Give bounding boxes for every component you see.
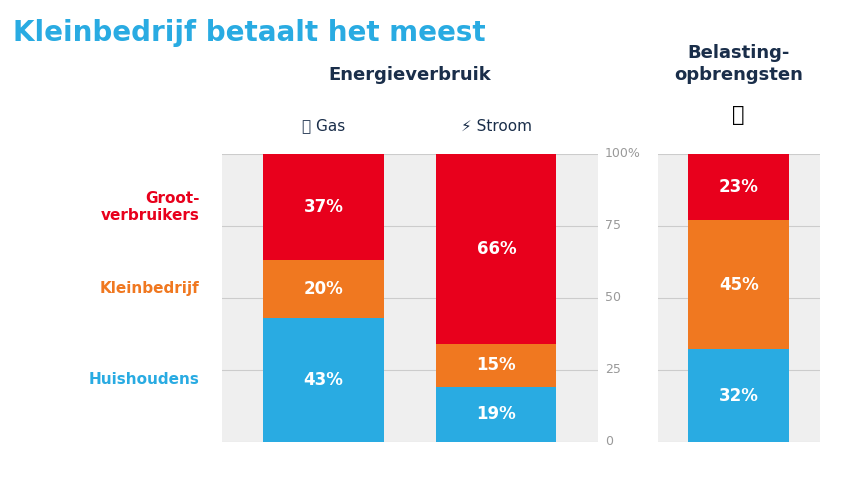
Bar [688, 154, 788, 220]
Bar [263, 318, 383, 442]
Bar [436, 387, 556, 442]
Bar [263, 260, 383, 318]
Text: 19%: 19% [476, 405, 515, 423]
Bar [688, 220, 788, 349]
Text: 0: 0 [604, 435, 612, 448]
Text: Groot-
verbruikers: Groot- verbruikers [101, 191, 200, 223]
Text: 75: 75 [604, 219, 620, 232]
Text: Energieverbruik: Energieverbruik [328, 67, 490, 84]
Text: 50: 50 [604, 291, 620, 304]
Text: 🪙: 🪙 [732, 105, 744, 125]
Bar [436, 154, 556, 344]
Text: 45%: 45% [718, 276, 757, 294]
Text: 20%: 20% [304, 280, 343, 298]
Text: 100%: 100% [604, 147, 640, 160]
Text: 37%: 37% [303, 198, 343, 216]
Text: 🔥 Gas: 🔥 Gas [301, 119, 345, 133]
Text: 32%: 32% [718, 386, 757, 405]
Text: Belasting-
opbrengsten: Belasting- opbrengsten [674, 44, 802, 84]
Text: 15%: 15% [476, 356, 515, 374]
Text: Kleinbedrijf betaalt het meest: Kleinbedrijf betaalt het meest [13, 19, 485, 47]
Text: Kleinbedrijf: Kleinbedrijf [100, 281, 200, 297]
Bar [688, 349, 788, 442]
Text: 66%: 66% [476, 240, 515, 258]
Text: ⚡ Stroom: ⚡ Stroom [461, 119, 531, 133]
Text: 25: 25 [604, 363, 620, 376]
Text: 43%: 43% [303, 371, 343, 389]
Bar [436, 344, 556, 387]
Text: Huishoudens: Huishoudens [89, 372, 200, 387]
Bar [263, 154, 383, 260]
Text: 23%: 23% [718, 178, 757, 196]
